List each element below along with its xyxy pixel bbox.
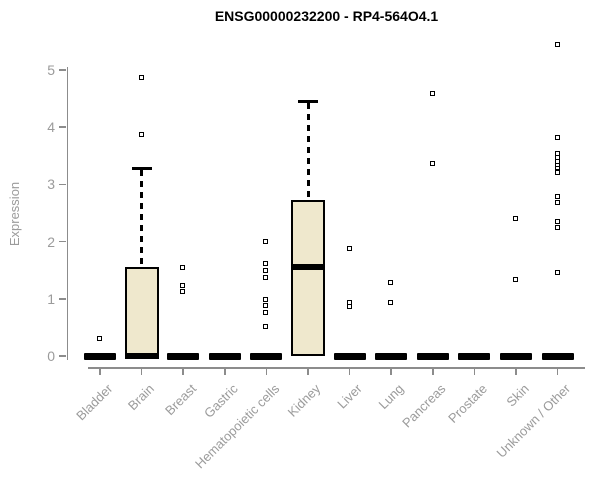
outlier-point: [138, 131, 144, 137]
outlier-point: [554, 135, 560, 141]
x-category-label: Prostate: [445, 381, 491, 426]
flat-box-zero: [167, 352, 200, 360]
y-tick: [59, 126, 66, 128]
flat-box-zero: [458, 352, 491, 360]
flat-box-zero: [375, 352, 408, 360]
y-tick: [59, 183, 66, 186]
y-tick-label: 2: [47, 233, 55, 250]
outlier-point: [346, 246, 352, 252]
upper-whisker: [306, 103, 310, 199]
x-tick: [432, 368, 434, 375]
outlier-point: [554, 199, 560, 205]
outlier-point: [263, 238, 269, 244]
box-median: [124, 353, 159, 359]
outlier-point: [180, 282, 186, 288]
x-tick: [307, 368, 309, 375]
y-axis-line: [66, 67, 68, 360]
outlier-point: [554, 270, 560, 276]
x-tick: [515, 368, 517, 375]
x-category-label: Brain: [125, 381, 158, 414]
outlier-point: [180, 288, 186, 294]
x-category-label: Liver: [334, 381, 366, 412]
upper-whisker: [140, 170, 144, 267]
outlier-point: [97, 335, 102, 341]
outlier-point: [138, 75, 144, 80]
whisker-cap: [131, 166, 152, 170]
y-tick: [59, 355, 66, 357]
outlier-point: [263, 309, 269, 315]
outlier-point: [513, 215, 518, 221]
outlier-point: [554, 151, 560, 157]
whisker-cap: [298, 99, 318, 103]
x-category-label: Bladder: [73, 381, 116, 424]
x-category-label: Skin: [503, 381, 532, 410]
x-category-label: Kidney: [284, 381, 324, 420]
y-tick: [59, 240, 66, 243]
outlier-point: [263, 275, 269, 281]
outlier-point: [263, 303, 269, 309]
flat-box-zero: [208, 352, 241, 360]
chart-title: ENSG00000232200 - RP4-564O4.1: [214, 8, 439, 24]
x-tick: [224, 368, 226, 375]
outlier-point: [180, 264, 186, 270]
x-tick: [182, 368, 184, 375]
outlier-point: [554, 41, 560, 47]
flat-box-zero: [250, 352, 283, 360]
outlier-point: [554, 193, 560, 199]
outlier-point: [263, 268, 269, 274]
outlier-point: [554, 169, 560, 175]
outlier-point: [263, 261, 269, 267]
outlier-point: [429, 91, 435, 97]
x-tick: [140, 368, 143, 375]
box-iqr: [124, 267, 159, 356]
x-tick: [390, 368, 392, 375]
flat-box-zero: [416, 352, 449, 360]
box-median: [291, 264, 325, 271]
flat-box-zero: [500, 352, 532, 360]
x-category-label: Lung: [375, 381, 407, 413]
x-tick: [348, 368, 351, 375]
x-category-label: Breast: [161, 381, 199, 419]
x-tick: [473, 368, 476, 375]
x-tick: [556, 368, 559, 375]
x-category-label: Unknown / Other: [493, 381, 574, 461]
outlier-point: [263, 296, 269, 302]
outlier-point: [513, 276, 518, 282]
outlier-point: [429, 160, 435, 166]
y-tick-label: 4: [47, 119, 55, 136]
outlier-point: [388, 279, 394, 285]
y-tick-label: 0: [47, 348, 55, 364]
y-tick-label: 3: [47, 176, 55, 193]
x-category-label: Gastric: [200, 381, 241, 421]
x-tick: [99, 368, 101, 375]
x-tick: [265, 368, 268, 375]
outlier-point: [388, 299, 394, 305]
y-tick-label: 5: [47, 62, 55, 78]
flat-box-zero: [333, 352, 366, 360]
x-axis-line: [88, 367, 585, 369]
flat-box-zero: [541, 352, 574, 360]
y-tick: [59, 298, 66, 300]
box-iqr: [291, 199, 325, 356]
outlier-point: [263, 324, 269, 330]
flat-box-zero: [84, 352, 116, 360]
outlier-point: [554, 219, 560, 225]
y-tick-label: 1: [47, 290, 55, 307]
x-category-label: Pancreas: [398, 381, 449, 431]
y-tick: [59, 69, 66, 71]
outlier-point: [346, 300, 352, 306]
outlier-point: [554, 224, 560, 230]
